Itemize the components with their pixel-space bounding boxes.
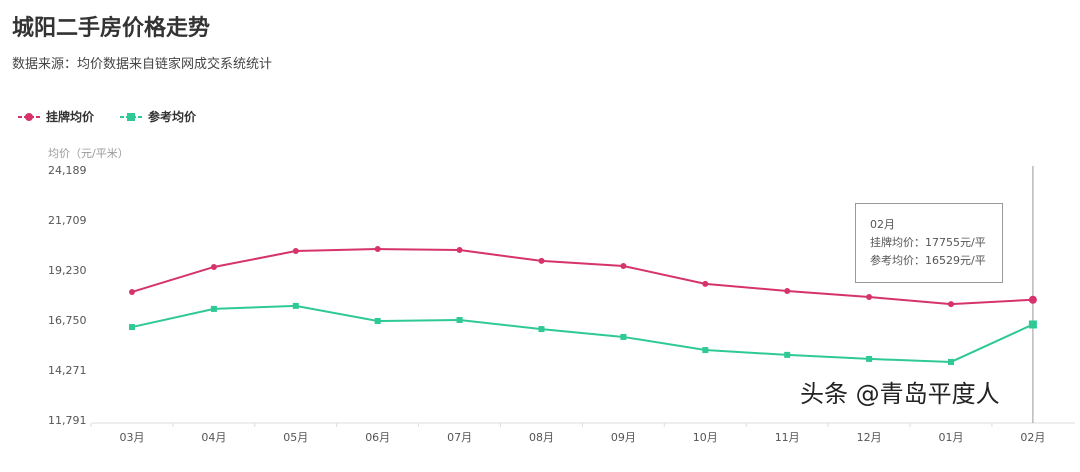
y-tick-label: 19,230 [48,264,87,277]
data-point [1028,320,1037,329]
x-tick-label: 05月 [283,431,308,444]
data-point [948,301,954,308]
x-tick-label: 10月 [693,431,718,444]
x-tick-label: 09月 [611,431,636,444]
data-point [374,246,381,253]
data-point [948,358,954,365]
data-point [374,318,381,325]
x-tick-label: 06月 [365,431,390,444]
legend-item-reference[interactable]: 参考均价 [120,108,196,125]
x-tick-label: 07月 [447,431,472,444]
data-point [456,247,463,254]
y-tick-label: 14,271 [48,364,87,377]
watermark: 头条 @青岛平度人 [800,380,1000,408]
x-tick-label: 12月 [857,431,882,444]
data-point [129,324,135,331]
y-tick-label: 11,791 [48,414,87,427]
x-tick-label: 02月 [1020,431,1045,444]
data-source: 数据来源：均价数据来自链家网成交系统统计 [12,57,273,72]
data-point [210,263,217,270]
x-tick-label: 08月 [529,431,554,444]
data-point [1028,295,1037,304]
legend-label: 挂牌均价 [46,110,95,124]
x-tick-label: 03月 [120,431,145,444]
x-tick-label: 01月 [939,431,964,444]
page-title: 城阳二手房价格走势 [12,16,211,41]
data-point [784,351,791,358]
data-point [456,317,463,324]
data-point [866,294,873,301]
data-point [129,288,135,295]
tooltip: 02月 挂牌均价：17755元/平 参考均价：16529元/平 [855,203,1003,283]
data-point [210,305,217,312]
tooltip-reference: 参考均价：16529元/平 [870,254,986,267]
y-tick-label: 16,750 [48,314,87,327]
data-point [866,355,873,362]
data-point [620,262,627,269]
tooltip-listing: 挂牌均价：17755元/平 [870,236,986,249]
data-point [702,347,709,354]
legend-label: 参考均价 [148,110,197,124]
legend-item-listing[interactable]: 挂牌均价 [18,108,94,125]
data-point [784,287,791,294]
data-point [620,333,627,340]
data-point [292,302,299,309]
series-line [131,248,1033,306]
x-tick-label: 04月 [201,431,226,444]
data-point [702,280,709,287]
y-tick-label: 24,189 [48,164,87,177]
tooltip-month: 02月 [870,218,895,231]
y-axis-title: 均价（元/平米） [48,147,129,160]
data-point [538,257,545,264]
y-tick-label: 21,709 [48,214,87,227]
circle-marker-icon [18,112,40,121]
x-tick-label: 11月 [775,431,800,444]
data-point [292,248,299,255]
series-line [131,304,1034,363]
square-marker-icon [120,112,142,121]
data-point [538,326,545,333]
